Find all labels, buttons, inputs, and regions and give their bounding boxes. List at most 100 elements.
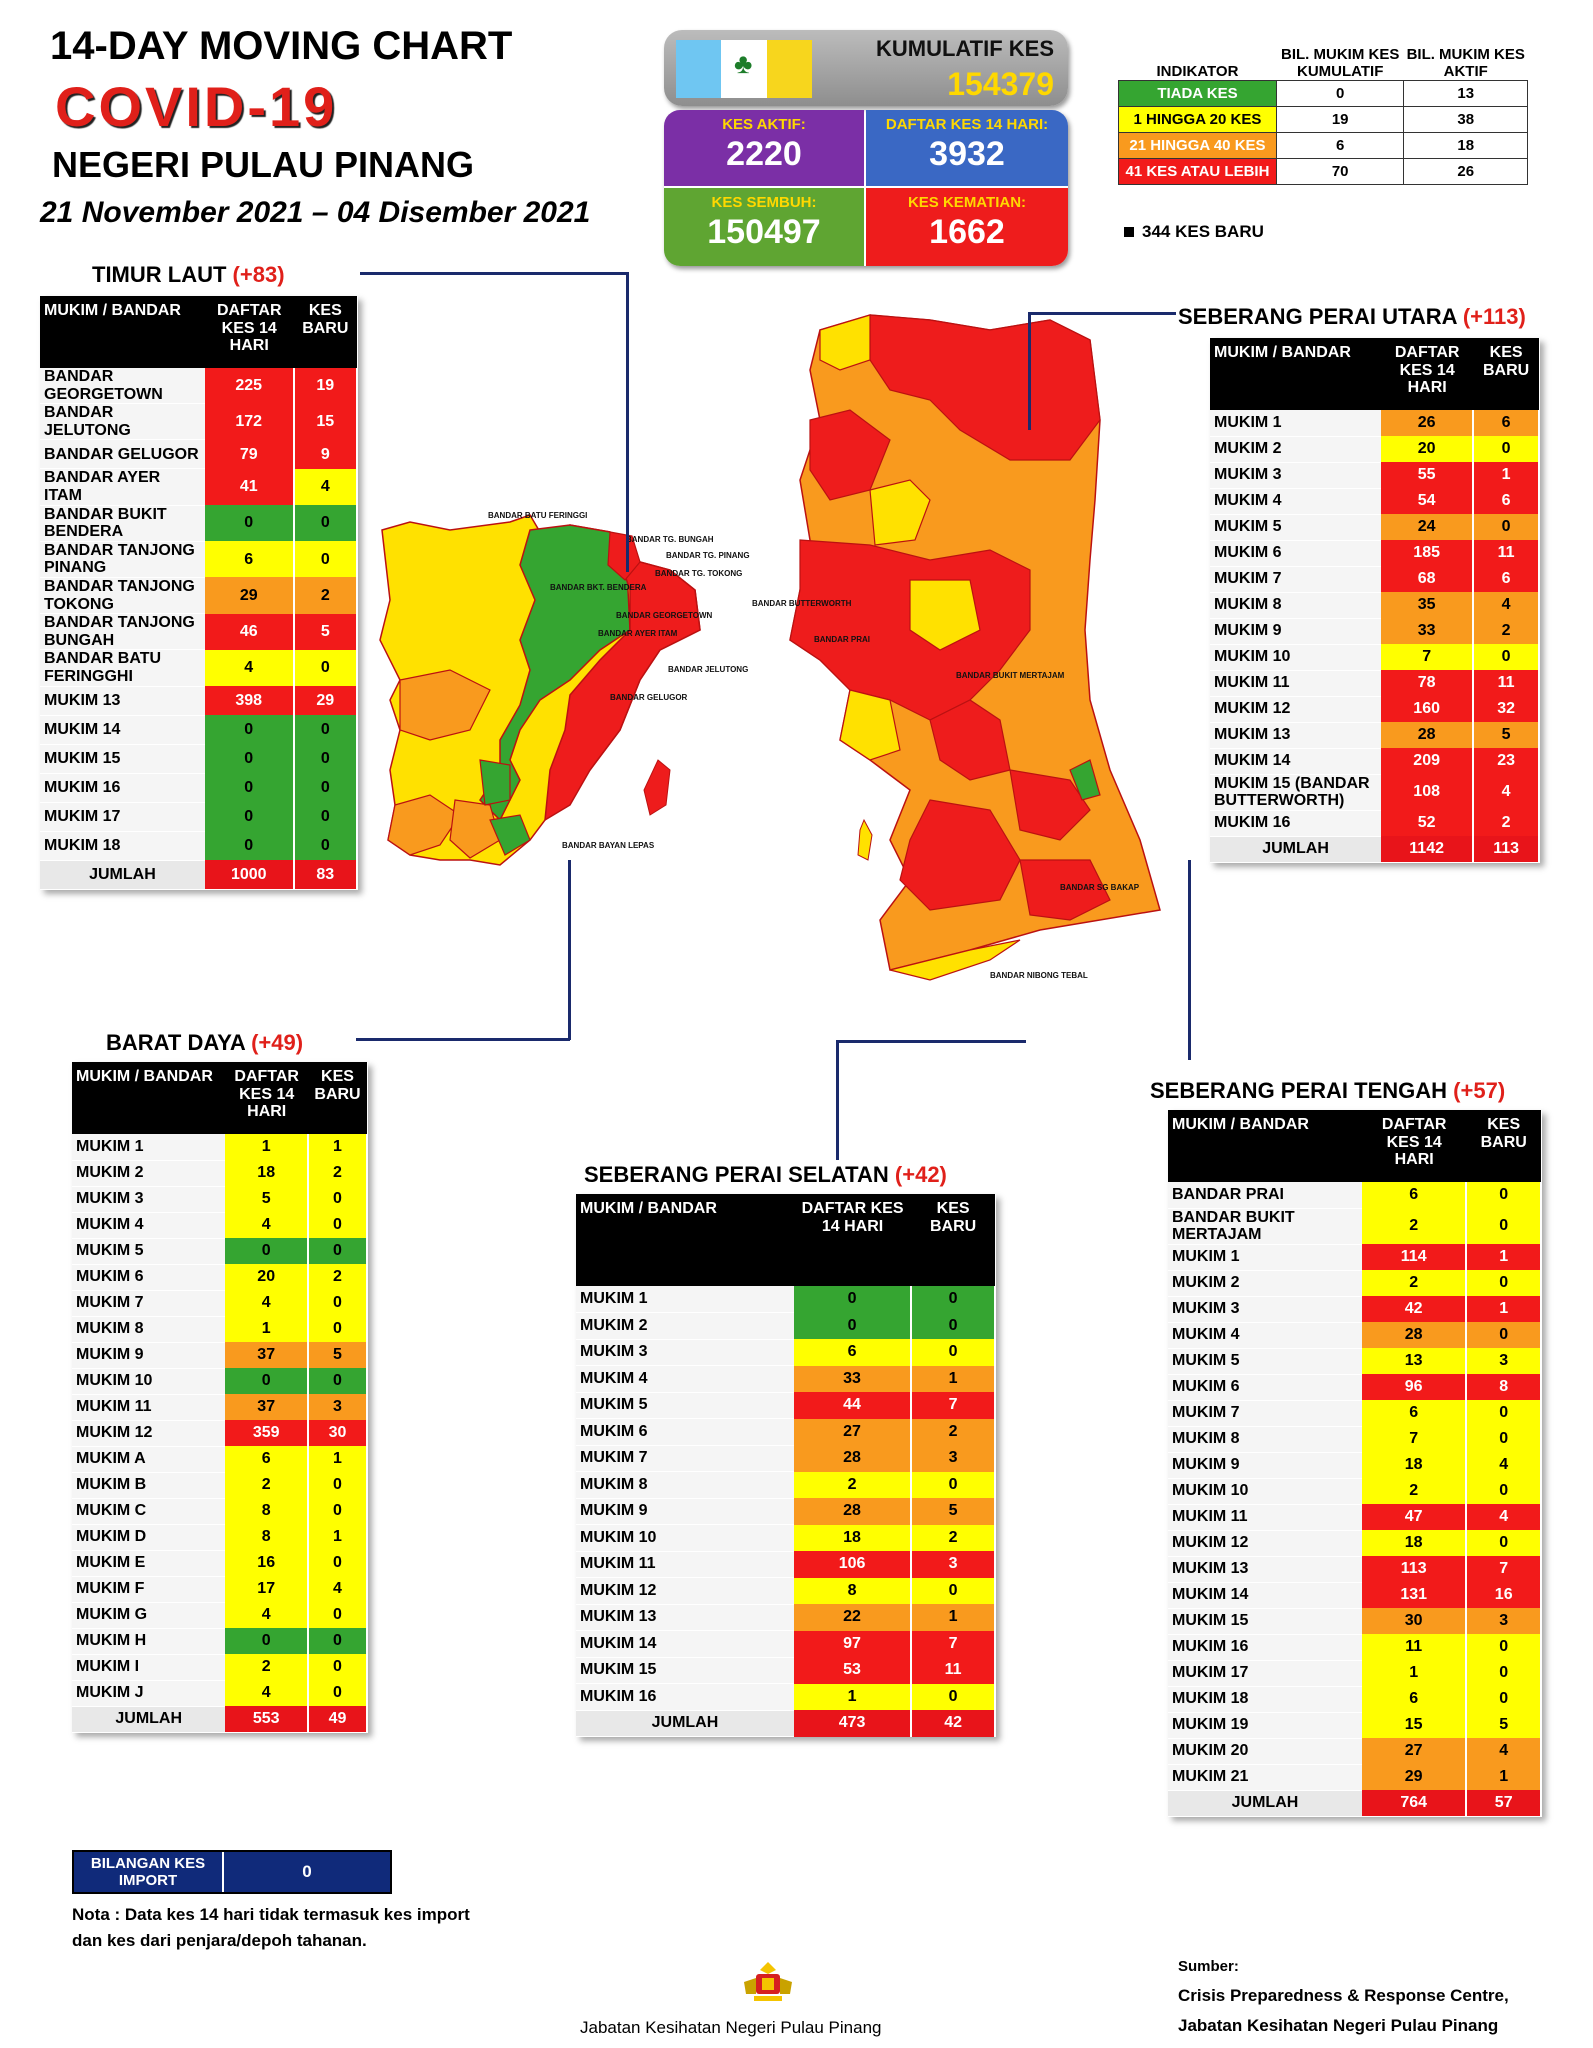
total-kes-baru: 49 <box>308 1706 368 1732</box>
table-row: MUKIM 10 2 0 <box>1168 1478 1542 1505</box>
col-kes-baru: KES BARU <box>1466 1110 1541 1182</box>
row-daftar: 0 <box>204 802 295 831</box>
row-name: MUKIM 8 <box>576 1471 794 1499</box>
row-kes-baru: 0 <box>1466 1182 1542 1208</box>
row-daftar: 2 <box>225 1472 309 1498</box>
sps-title: SEBERANG PERAI SELATAN (+42) <box>584 1162 947 1188</box>
row-kes-baru: 0 <box>911 1339 996 1366</box>
covid-title: COVID-19 <box>55 75 338 138</box>
row-name: MUKIM H <box>72 1628 226 1655</box>
col-kes-baru: KES BARU <box>911 1194 995 1286</box>
row-daftar: 27 <box>793 1418 913 1445</box>
label-tg-pinang: BANDAR TG. PINANG <box>666 551 750 560</box>
table-row: MUKIM 7 28 3 <box>576 1445 996 1472</box>
row-kes-baru: 16 <box>1466 1582 1542 1609</box>
table-row: MUKIM 18 6 0 <box>1168 1686 1542 1713</box>
spt-table: MUKIM / BANDAR DAFTAR KES 14 HARI KES BARU… <box>1168 1110 1542 1817</box>
legend-kumulatif: 0 <box>1275 80 1405 107</box>
penang-map: BANDAR BATU FERINGGI BANDAR TG. BUNGAH B… <box>379 314 1161 981</box>
row-daftar: 78 <box>1381 670 1475 696</box>
row-daftar: 2 <box>1361 1478 1468 1505</box>
barat-daya-plus: (+49) <box>251 1030 304 1055</box>
kumulatif-box: ♣ KUMULATIF KES 154379 <box>664 30 1068 106</box>
map-labels: BANDAR BATU FERINGGI BANDAR TG. BUNGAH B… <box>488 511 1140 980</box>
square-icon <box>1124 227 1134 237</box>
source-line2: Jabatan Kesihatan Negeri Pulau Pinang <box>1178 2016 1499 2035</box>
timur-laut-plus: (+83) <box>232 262 285 287</box>
table-row: MUKIM 15 30 3 <box>1168 1608 1542 1635</box>
legend-aktif: 26 <box>1403 158 1528 185</box>
aktif-value: 2220 <box>726 135 802 173</box>
kematian-box: KES KEMATIAN: 1662 <box>866 188 1068 266</box>
table-row: MUKIM 11 37 3 <box>72 1394 368 1421</box>
row-name: MUKIM 5 <box>576 1392 794 1419</box>
spt-name: SEBERANG PERAI TENGAH <box>1150 1078 1448 1103</box>
table-row: MUKIM 9 37 5 <box>72 1342 368 1369</box>
col-daftar: DAFTAR KES 14 HARI <box>225 1062 308 1134</box>
row-daftar: 53 <box>793 1657 913 1684</box>
total-kes-baru: 83 <box>293 860 359 889</box>
total-daftar: 473 <box>793 1710 913 1737</box>
row-daftar: 37 <box>225 1394 309 1420</box>
row-name: BANDAR TANJONG BUNGAH <box>40 613 205 651</box>
col-kes-baru: KES BARU <box>308 1062 367 1134</box>
table-row: MUKIM 12 359 30 <box>72 1420 368 1447</box>
row-kes-baru: 0 <box>911 1286 996 1313</box>
table-row: MUKIM 16 0 0 <box>40 773 359 803</box>
row-kes-baru: 4 <box>1473 774 1540 811</box>
row-name: MUKIM D <box>72 1524 226 1551</box>
row-daftar: 8 <box>225 1524 309 1550</box>
state-title: NEGERI PULAU PINANG <box>52 144 475 185</box>
row-daftar: 17 <box>225 1576 309 1602</box>
row-kes-baru: 9 <box>293 439 359 469</box>
barat-daya-name: BARAT DAYA <box>106 1030 245 1055</box>
total-daftar: 1000 <box>204 860 295 889</box>
row-name: BANDAR TANJONG TOKONG <box>40 577 205 615</box>
row-name: MUKIM 4 <box>1168 1322 1362 1349</box>
chart-title: 14-DAY MOVING CHART <box>50 24 513 68</box>
total-kes-baru: 57 <box>1466 1790 1542 1817</box>
row-kes-baru: 7 <box>911 1630 996 1657</box>
label-nibong-tebal: BANDAR NIBONG TEBAL <box>990 971 1088 980</box>
legend-label: 41 KES ATAU LEBIH <box>1118 158 1277 185</box>
row-kes-baru: 0 <box>308 1628 368 1654</box>
label-gelugor: BANDAR GELUGOR <box>610 693 688 702</box>
table-row: MUKIM 4 54 6 <box>1210 488 1540 515</box>
legend-aktif: 38 <box>1403 106 1528 133</box>
row-name: MUKIM 14 <box>40 715 205 745</box>
row-daftar: 160 <box>1381 696 1475 722</box>
row-daftar: 4 <box>225 1602 309 1628</box>
row-kes-baru: 2 <box>1473 810 1540 837</box>
row-name: MUKIM 10 <box>1168 1478 1362 1505</box>
row-kes-baru: 3 <box>1466 1608 1542 1635</box>
spu-name: SEBERANG PERAI UTARA <box>1178 304 1457 329</box>
seberang-perai <box>789 314 1161 981</box>
table-row: BANDAR TANJONG TOKONG 29 2 <box>40 577 359 615</box>
spt-plus: (+57) <box>1453 1078 1506 1103</box>
total-daftar: 764 <box>1361 1790 1468 1817</box>
footer-dept: Jabatan Kesihatan Negeri Pulau Pinang <box>580 2018 882 2037</box>
legend-col-indikator: INDIKATOR <box>1156 63 1239 80</box>
row-kes-baru: 0 <box>1466 1686 1542 1713</box>
row-name: BANDAR PRAI <box>1168 1182 1362 1209</box>
label-bkt-mertajam: BANDAR BUKIT MERTAJAM <box>956 671 1065 680</box>
row-daftar: 6 <box>793 1339 913 1366</box>
row-name: MUKIM 13 <box>1210 722 1382 749</box>
row-kes-baru: 0 <box>293 649 359 686</box>
row-daftar: 18 <box>1361 1530 1468 1557</box>
row-daftar: 113 <box>1361 1556 1468 1583</box>
row-name: MUKIM 2 <box>72 1160 226 1187</box>
row-daftar: 0 <box>225 1628 309 1654</box>
table-row: MUKIM 12 18 0 <box>1168 1530 1542 1557</box>
table-row: MUKIM 19 15 5 <box>1168 1712 1542 1739</box>
row-daftar: 18 <box>793 1524 913 1551</box>
row-name: MUKIM 11 <box>1210 670 1382 697</box>
row-kes-baru: 0 <box>1473 514 1540 540</box>
row-daftar: 225 <box>204 368 295 404</box>
row-name: MUKIM 5 <box>1210 514 1382 541</box>
row-daftar: 4 <box>204 649 295 686</box>
legend-label: 1 HINGGA 20 KES <box>1118 106 1277 133</box>
row-daftar: 0 <box>793 1286 913 1313</box>
